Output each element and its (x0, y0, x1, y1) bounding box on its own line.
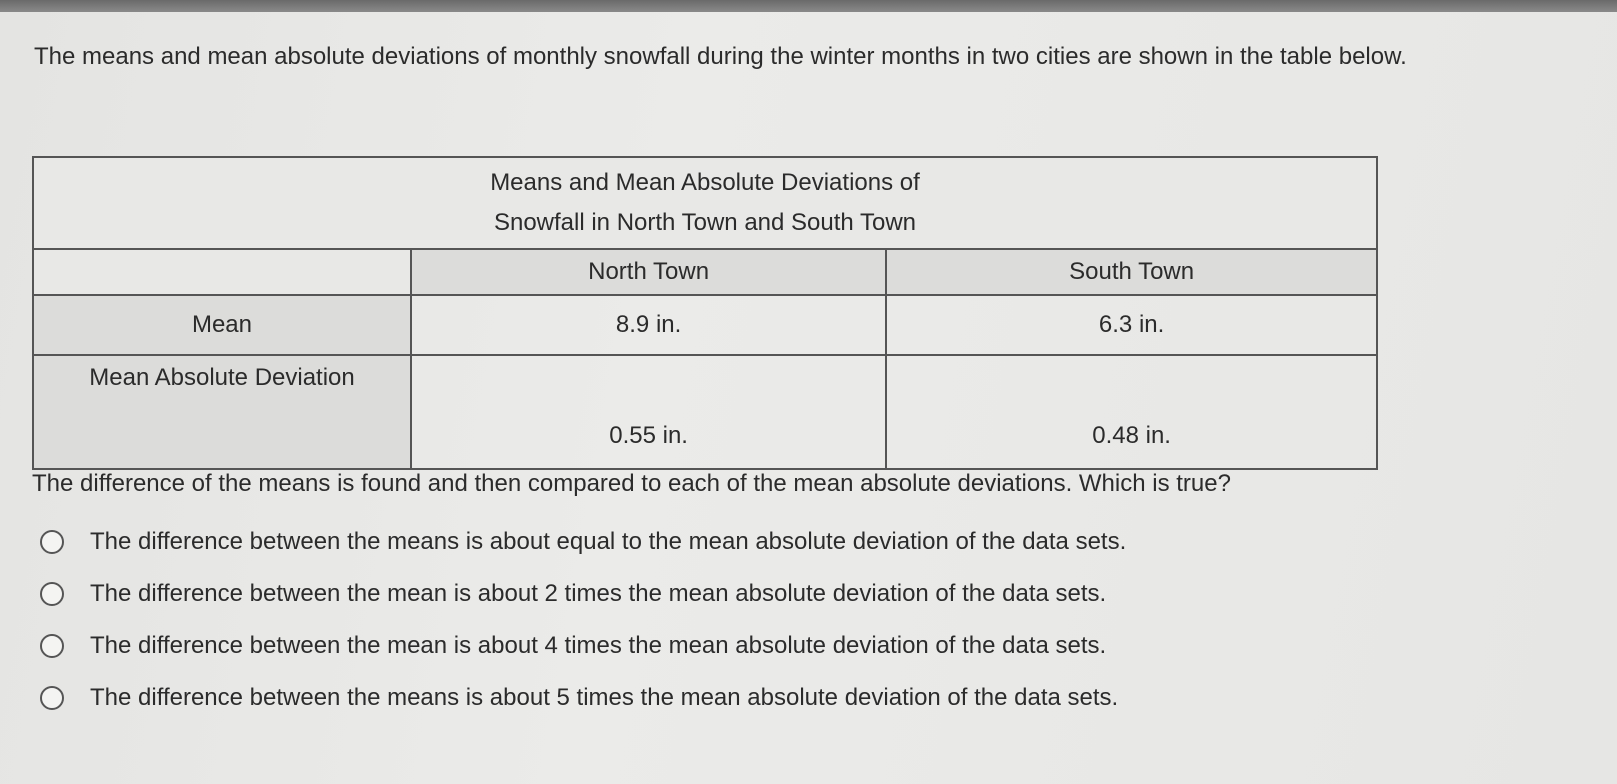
answer-option-1[interactable]: The difference between the means is abou… (40, 528, 1126, 556)
row-label-mean: Mean (32, 294, 412, 356)
question-text: The difference of the means is found and… (32, 470, 1231, 497)
top-bar (0, 0, 1617, 12)
table-row: Mean Absolute Deviation 0.55 in. 0.48 in… (32, 354, 1378, 470)
radio-button-icon[interactable] (40, 530, 64, 554)
header-south-town: South Town (885, 248, 1378, 296)
table-title-row: Means and Mean Absolute Deviations of Sn… (32, 156, 1378, 250)
cell-north-mean: 8.9 in. (409, 294, 888, 356)
cell-north-mad: 0.55 in. (409, 354, 888, 470)
header-empty (32, 248, 412, 296)
cell-south-mean: 6.3 in. (885, 294, 1378, 356)
row-label-mad: Mean Absolute Deviation (32, 354, 412, 470)
table-row: Mean 8.9 in. 6.3 in. (32, 294, 1378, 356)
snowfall-table: Means and Mean Absolute Deviations of Sn… (32, 156, 1378, 470)
table-title-line1: Means and Mean Absolute Deviations of (490, 169, 920, 196)
radio-button-icon[interactable] (40, 582, 64, 606)
option-label: The difference between the means is abou… (90, 528, 1127, 555)
cell-south-mad: 0.48 in. (885, 354, 1378, 470)
option-label: The difference between the means is abou… (90, 684, 1119, 711)
header-north-town: North Town (409, 248, 888, 296)
radio-button-icon[interactable] (40, 634, 64, 658)
option-label: The difference between the mean is about… (90, 632, 1107, 659)
answer-option-3[interactable]: The difference between the mean is about… (40, 632, 1106, 660)
table-header-row: North Town South Town (32, 248, 1378, 296)
table-title: Means and Mean Absolute Deviations of Sn… (32, 156, 1378, 250)
radio-button-icon[interactable] (40, 686, 64, 710)
option-label: The difference between the mean is about… (90, 580, 1107, 607)
answer-option-4[interactable]: The difference between the means is abou… (40, 684, 1118, 712)
answer-option-2[interactable]: The difference between the mean is about… (40, 580, 1106, 608)
intro-text: The means and mean absolute deviations o… (34, 43, 1407, 70)
table-title-line2: Snowfall in North Town and South Town (493, 209, 917, 236)
